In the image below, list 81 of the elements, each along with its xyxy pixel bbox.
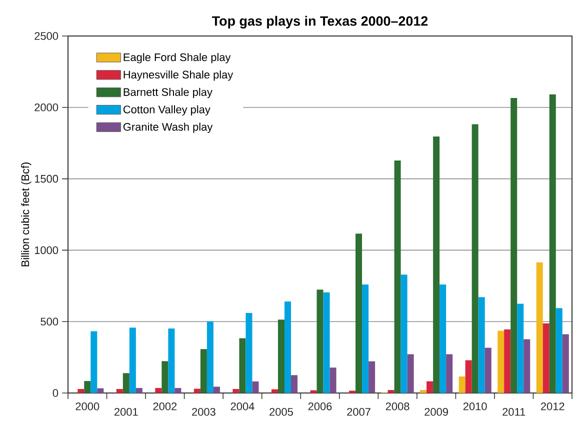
- bar: [232, 389, 240, 393]
- bar: [368, 361, 376, 393]
- chart-title: Top gas plays in Texas 2000–2012: [212, 16, 428, 28]
- y-tick-label: 0: [52, 389, 58, 397]
- y-tick-label: 2000: [34, 104, 58, 112]
- y-tick-label: 1000: [34, 246, 58, 254]
- bar: [291, 375, 298, 393]
- bar: [440, 284, 446, 393]
- bar: [271, 389, 278, 393]
- x-tick-label: 2001: [114, 408, 138, 416]
- bar: [400, 274, 408, 393]
- bar: [498, 330, 504, 393]
- bar: [542, 323, 550, 393]
- bar: [556, 308, 562, 393]
- bar: [504, 329, 511, 393]
- bar: [78, 389, 84, 393]
- x-tick-label: 2011: [502, 408, 526, 416]
- bar: [194, 388, 200, 393]
- x-tick-label: 2004: [230, 402, 254, 410]
- bar: [446, 354, 453, 393]
- bar: [472, 124, 478, 393]
- x-tick-label: 2008: [386, 402, 410, 410]
- bar: [122, 373, 130, 393]
- bar: [239, 338, 246, 393]
- bar: [129, 328, 136, 393]
- bar: [168, 328, 175, 393]
- bar: [362, 284, 369, 393]
- bar: [97, 388, 104, 393]
- x-tick-label: 2009: [424, 408, 448, 416]
- bar: [284, 301, 292, 393]
- x-tick-label: 2005: [270, 408, 293, 416]
- bar: [200, 349, 207, 393]
- bar: [252, 381, 259, 393]
- legend-label: Eagle Ford Shale play: [124, 53, 231, 64]
- bar: [433, 136, 440, 393]
- bar: [246, 313, 252, 393]
- bar: [394, 160, 401, 393]
- legend-label: Haynesville Shale play: [124, 70, 234, 81]
- x-tick-label: 2000: [76, 402, 100, 410]
- bar: [136, 388, 142, 393]
- bar: [278, 320, 284, 393]
- bar: [484, 348, 492, 393]
- bar: [330, 368, 336, 393]
- bar: [478, 297, 485, 393]
- bar: [524, 339, 530, 393]
- bar: [155, 388, 162, 393]
- bar: [316, 290, 324, 393]
- bar: [510, 98, 518, 393]
- x-tick-label: 2006: [308, 402, 332, 410]
- bar: [562, 334, 569, 393]
- y-tick-label: 1500: [34, 174, 58, 183]
- bar: [420, 390, 427, 393]
- legend-label: Barnett Shale play: [124, 88, 212, 98]
- bar: [84, 381, 91, 393]
- bar: [310, 390, 317, 393]
- bar: [174, 388, 182, 393]
- y-tick-label: 2500: [34, 32, 58, 40]
- bar: [388, 390, 394, 393]
- bar: [116, 389, 123, 393]
- bar: [549, 94, 556, 393]
- bar: [323, 292, 330, 393]
- x-tick-label: 2010: [463, 402, 487, 410]
- bar: [465, 360, 472, 393]
- x-tick-label: 2012: [540, 402, 564, 410]
- bar: [213, 386, 220, 393]
- y-tick-label: 500: [40, 318, 58, 326]
- legend-label: Granite Wash play: [123, 122, 213, 133]
- bar: [458, 376, 466, 393]
- x-tick-label: 2007: [347, 408, 370, 416]
- legend-label: Cotton Valley play: [123, 105, 210, 116]
- bar: [407, 354, 414, 393]
- bar: [517, 304, 524, 393]
- x-tick-label: 2002: [153, 402, 177, 410]
- bar: [356, 234, 362, 393]
- bar: [206, 321, 214, 393]
- bar: [536, 262, 543, 393]
- y-axis-title: Billion cubic feet (Bcf): [21, 162, 32, 266]
- bar: [426, 381, 434, 393]
- x-tick-label: 2003: [192, 408, 216, 416]
- bar: [162, 361, 168, 393]
- bar: [90, 331, 98, 393]
